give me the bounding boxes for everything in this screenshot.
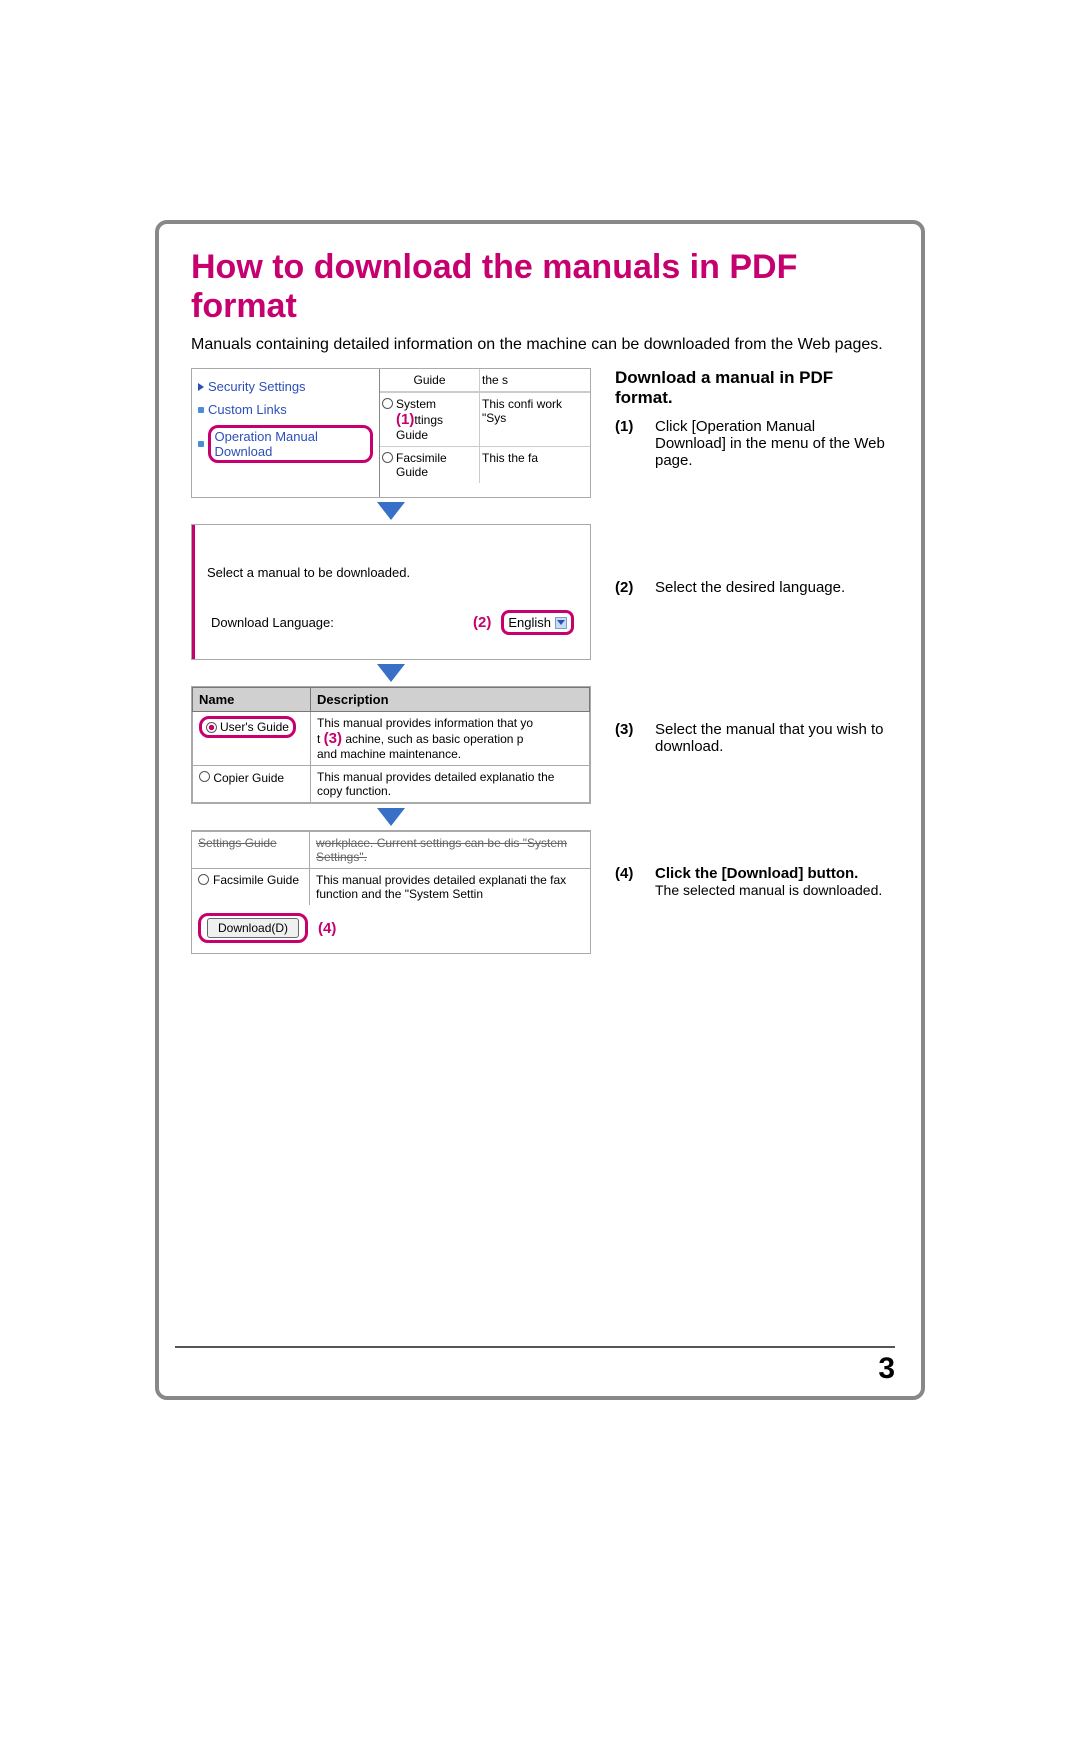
step-3: (3) Select the manual that you wish to do… bbox=[615, 721, 889, 755]
highlight-box: Download(D) bbox=[198, 913, 308, 943]
table-row[interactable]: Facsimile Guide This manual provides det… bbox=[192, 868, 590, 905]
step-2: (2) Select the desired language. bbox=[615, 579, 889, 596]
sidebar-label: Custom Links bbox=[208, 402, 287, 417]
step-text: Select the manual that you wish to downl… bbox=[655, 721, 889, 755]
manual-desc: This the fa bbox=[480, 447, 590, 483]
instruction-column: Download a manual in PDF format. (1) Clic… bbox=[615, 368, 889, 954]
instruction-text: Select a manual to be downloaded. bbox=[203, 565, 582, 580]
callout-3: (3) bbox=[324, 730, 342, 747]
language-select[interactable]: English bbox=[508, 615, 551, 630]
down-arrow-icon bbox=[377, 502, 405, 520]
table-row[interactable]: Copier Guide This manual provides detail… bbox=[193, 766, 590, 803]
language-label: Download Language: bbox=[211, 615, 334, 630]
step-4: (4) Click the [Download] button.The selec… bbox=[615, 865, 889, 899]
document-page: How to download the manuals in PDF forma… bbox=[155, 220, 925, 1400]
sidebar-label: Security Settings bbox=[208, 379, 306, 394]
manual-name: System(1)ttings Guide bbox=[396, 397, 443, 442]
manual-list-fragment: Guidethe s System(1)ttings Guide This co… bbox=[380, 369, 590, 497]
page-title: How to download the manuals in PDF forma… bbox=[191, 248, 889, 326]
col-desc: Description bbox=[311, 688, 590, 712]
step-number: (1) bbox=[615, 418, 645, 435]
step-number: (3) bbox=[615, 721, 645, 738]
step-number: (2) bbox=[615, 579, 645, 596]
step-text: Click [Operation Manual Download] in the… bbox=[655, 418, 889, 469]
screenshot-table: NameDescription User's Guide This manual… bbox=[191, 686, 591, 804]
sidebar-item-custom[interactable]: Custom Links bbox=[196, 398, 375, 421]
download-row: Download(D) (4) bbox=[192, 905, 590, 953]
manual-desc: This confi work "Sys bbox=[480, 393, 590, 446]
manual-radio-system[interactable]: System(1)ttings Guide bbox=[380, 393, 480, 446]
col-name: Name bbox=[193, 688, 311, 712]
callout-4: (4) bbox=[318, 920, 336, 937]
bullet-icon bbox=[198, 441, 204, 447]
manual-table: NameDescription User's Guide This manual… bbox=[192, 687, 590, 803]
table-row[interactable]: User's Guide This manual provides inform… bbox=[193, 712, 590, 766]
screenshot-download: Settings Guide workplace. Current settin… bbox=[191, 830, 591, 954]
cut-text: the s bbox=[480, 369, 590, 392]
instruction-heading: Download a manual in PDF format. bbox=[615, 368, 889, 408]
down-arrow-icon bbox=[377, 664, 405, 682]
highlight-box: Operation Manual Download bbox=[208, 425, 373, 463]
page-number: 3 bbox=[878, 1352, 895, 1386]
manual-desc: This manual provides information that yo… bbox=[311, 712, 590, 766]
callout-2: (2) bbox=[473, 614, 491, 631]
screenshot-column: Security Settings Custom Links Operation… bbox=[191, 368, 591, 954]
radio-icon bbox=[198, 874, 209, 885]
manual-name: User's Guide bbox=[220, 720, 289, 734]
triangle-icon bbox=[198, 383, 204, 391]
manual-name: Copier Guide bbox=[213, 771, 284, 785]
step-list: (1) Click [Operation Manual Download] in … bbox=[615, 418, 889, 899]
web-sidebar: Security Settings Custom Links Operation… bbox=[192, 369, 380, 497]
radio-icon bbox=[382, 452, 393, 463]
screenshot-language: Select a manual to be downloaded. Downlo… bbox=[191, 524, 591, 660]
dropdown-icon[interactable] bbox=[555, 617, 567, 629]
radio-icon bbox=[382, 398, 393, 409]
step-number: (4) bbox=[615, 865, 645, 882]
two-column-layout: Security Settings Custom Links Operation… bbox=[191, 368, 889, 954]
cut-row-name: Settings Guide bbox=[192, 832, 310, 868]
radio-icon bbox=[199, 771, 210, 782]
bullet-icon bbox=[198, 407, 204, 413]
cut-text: Guide bbox=[380, 369, 480, 392]
down-arrow-icon bbox=[377, 808, 405, 826]
step-text: Select the desired language. bbox=[655, 579, 845, 596]
callout-1: (1) bbox=[396, 411, 414, 428]
radio-icon bbox=[206, 722, 217, 733]
language-line: Download Language: (2) English bbox=[203, 580, 582, 643]
manual-radio-fax[interactable]: Facsimile Guide bbox=[380, 447, 480, 483]
step-text: Click the [Download] button.The selected… bbox=[655, 865, 882, 899]
sidebar-item-opman[interactable]: Operation Manual Download bbox=[196, 421, 375, 467]
highlight-box: User's Guide bbox=[199, 716, 296, 738]
download-button[interactable]: Download(D) bbox=[207, 918, 299, 938]
sidebar-label: Operation Manual Download bbox=[215, 429, 318, 459]
intro-text: Manuals containing detailed information … bbox=[191, 336, 889, 354]
language-select-highlight: English bbox=[501, 610, 574, 635]
manual-name: Facsimile Guide bbox=[396, 451, 477, 479]
cut-row-desc: workplace. Current settings can be dis "… bbox=[310, 832, 590, 868]
screenshot-sidebar: Security Settings Custom Links Operation… bbox=[191, 368, 591, 498]
manual-desc: This manual provides detailed explanati … bbox=[310, 869, 590, 905]
sidebar-item-security[interactable]: Security Settings bbox=[196, 375, 375, 398]
language-panel: Select a manual to be downloaded. Downlo… bbox=[192, 525, 590, 659]
manual-desc: This manual provides detailed explanatio… bbox=[311, 766, 590, 803]
manual-name: Facsimile Guide bbox=[213, 873, 299, 887]
step-1: (1) Click [Operation Manual Download] in … bbox=[615, 418, 889, 469]
